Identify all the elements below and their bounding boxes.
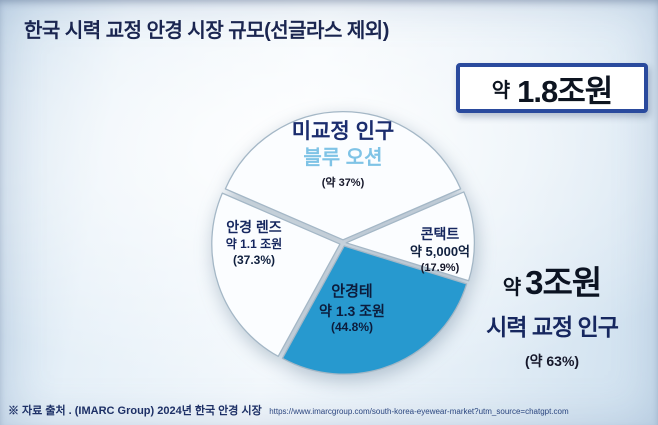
- slice-frames-name: 안경테: [331, 283, 373, 300]
- pie-slice-lenses: [211, 192, 341, 358]
- slice-label-lenses: 안경 렌즈 약 1.1 조원 (37.3%): [199, 219, 309, 268]
- slice-lenses-name: 안경 렌즈: [226, 219, 282, 235]
- corrected-market-prefix: 약: [502, 277, 521, 299]
- source-text: ※ 자료 출처 . (IMARC Group) 2024년 한국 안경 시장: [8, 405, 262, 417]
- pie-slice-uncorrected: [224, 110, 462, 241]
- corrected-population-label: 시력 교정 인구: [486, 314, 619, 340]
- slice-label-frames: 안경테 약 1.3 조원 (44.8%): [292, 283, 412, 335]
- corrected-population-note: 약 3조원 시력 교정 인구 (약 63%): [452, 256, 652, 371]
- slice-contacts-value: 약 5,000억: [409, 244, 471, 260]
- slice-label-uncorrected: 미교정 인구 블루 오션 (약 37%): [238, 120, 448, 190]
- total-market-prefix: 약: [491, 79, 511, 102]
- chart-title: 한국 시력 교정 안경 시장 규모(선글라스 제외): [24, 20, 389, 42]
- total-market-box: 약 1.8조원: [456, 63, 648, 113]
- slice-frames-share: (44.8%): [330, 320, 374, 335]
- slice-lenses-value: 약 1.1 조원: [225, 237, 283, 252]
- slice-uncorrected-sublabel: 블루 오션: [303, 147, 383, 170]
- corrected-market-size: 약 3조원: [452, 256, 652, 304]
- pie-chart: [202, 102, 484, 384]
- slice-frames-value: 약 1.3 조원: [319, 303, 385, 320]
- source-line: ※ 자료 출처 . (IMARC Group) 2024년 한국 안경 시장 h…: [8, 401, 569, 419]
- corrected-market-value: 3조원: [525, 264, 602, 301]
- slice-uncorrected-name: 미교정 인구: [291, 120, 395, 143]
- slice-lenses-share: (37.3%): [232, 252, 276, 267]
- pie-slice-contacts: [345, 191, 476, 282]
- pie-slice-frames: [281, 245, 468, 375]
- slice-uncorrected-share: (약 37%): [321, 177, 365, 190]
- total-market-value: 1.8조원: [517, 73, 613, 109]
- slice-label-contacts: 콘택트 약 5,000억 (17.9%): [386, 226, 494, 275]
- corrected-population-share: (약 63%): [524, 353, 580, 369]
- slice-contacts-name: 콘택트: [420, 226, 460, 242]
- source-url: https://www.imarcgroup.com/south-korea-e…: [269, 407, 569, 416]
- pie-svg: [211, 110, 476, 375]
- slice-contacts-share: (17.9%): [420, 262, 460, 275]
